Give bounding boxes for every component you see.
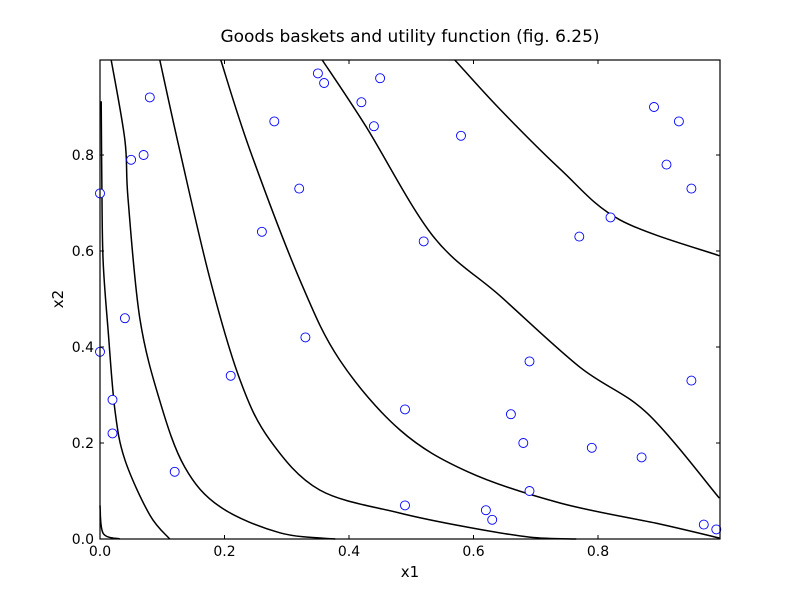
- data-point: [375, 73, 386, 84]
- x-axis-ticks: 0.0 0.2 0.4 0.6 0.8: [89, 60, 609, 560]
- data-point: [698, 519, 709, 530]
- y-axis-label: x2: [49, 290, 67, 308]
- data-point: [574, 231, 585, 242]
- data-point: [649, 102, 659, 112]
- data-point: [294, 183, 305, 194]
- data-point: [456, 130, 466, 141]
- data-point: [319, 78, 330, 88]
- utility-contour-line: [159, 59, 577, 540]
- data-point: [711, 524, 722, 535]
- data-point: [487, 514, 498, 525]
- data-point: [661, 159, 672, 170]
- data-point: [312, 68, 323, 79]
- data-point: [400, 404, 410, 415]
- data-points: [95, 68, 722, 535]
- data-point: [144, 92, 155, 103]
- x-tick-label: 0.2: [213, 544, 235, 560]
- y-tick-label: 0.4: [72, 340, 94, 356]
- utility-contour-line: [110, 59, 336, 540]
- data-point: [505, 409, 516, 420]
- data-point: [673, 116, 684, 127]
- data-point: [119, 313, 130, 324]
- data-point: [605, 212, 616, 223]
- data-point: [300, 332, 311, 343]
- x-tick-label: 0.4: [338, 544, 360, 560]
- y-tick-label: 0.8: [72, 148, 94, 164]
- y-tick-label: 0.2: [72, 436, 94, 452]
- plot-frame: [99, 59, 721, 540]
- x-tick-label: 0.0: [89, 544, 111, 560]
- data-point: [107, 428, 118, 439]
- data-point: [269, 116, 280, 127]
- data-point: [524, 356, 535, 367]
- data-point: [256, 226, 267, 237]
- data-point: [518, 438, 529, 448]
- data-point: [126, 154, 137, 165]
- data-point: [524, 486, 535, 496]
- y-tick-label: 0.6: [72, 244, 94, 260]
- x-tick-label: 0.8: [587, 544, 609, 560]
- utility-contour-line: [321, 59, 720, 499]
- data-point: [356, 97, 367, 108]
- data-point: [418, 236, 429, 247]
- chart-title: Goods baskets and utility function (fig.…: [220, 27, 600, 47]
- data-point: [225, 370, 236, 381]
- data-point: [686, 375, 697, 386]
- data-point: [169, 466, 180, 477]
- data-point: [368, 121, 379, 132]
- data-point: [138, 150, 149, 160]
- utility-contours: [99, 59, 720, 540]
- utility-contour-line: [99, 505, 121, 540]
- utility-contour-line: [100, 101, 171, 540]
- data-point: [480, 505, 491, 516]
- utility-contour-line: [220, 59, 720, 539]
- utility-contour-line: [454, 59, 720, 257]
- x-tick-label: 0.6: [462, 544, 484, 560]
- y-tick-label: 0.0: [72, 532, 94, 548]
- data-point: [586, 442, 597, 453]
- data-point: [107, 394, 118, 405]
- x-axis-label: x1: [401, 563, 419, 581]
- data-point: [400, 500, 410, 511]
- y-axis-ticks: 0.0 0.2 0.4 0.6 0.8: [72, 148, 720, 548]
- data-point: [686, 183, 697, 194]
- data-point: [636, 452, 647, 463]
